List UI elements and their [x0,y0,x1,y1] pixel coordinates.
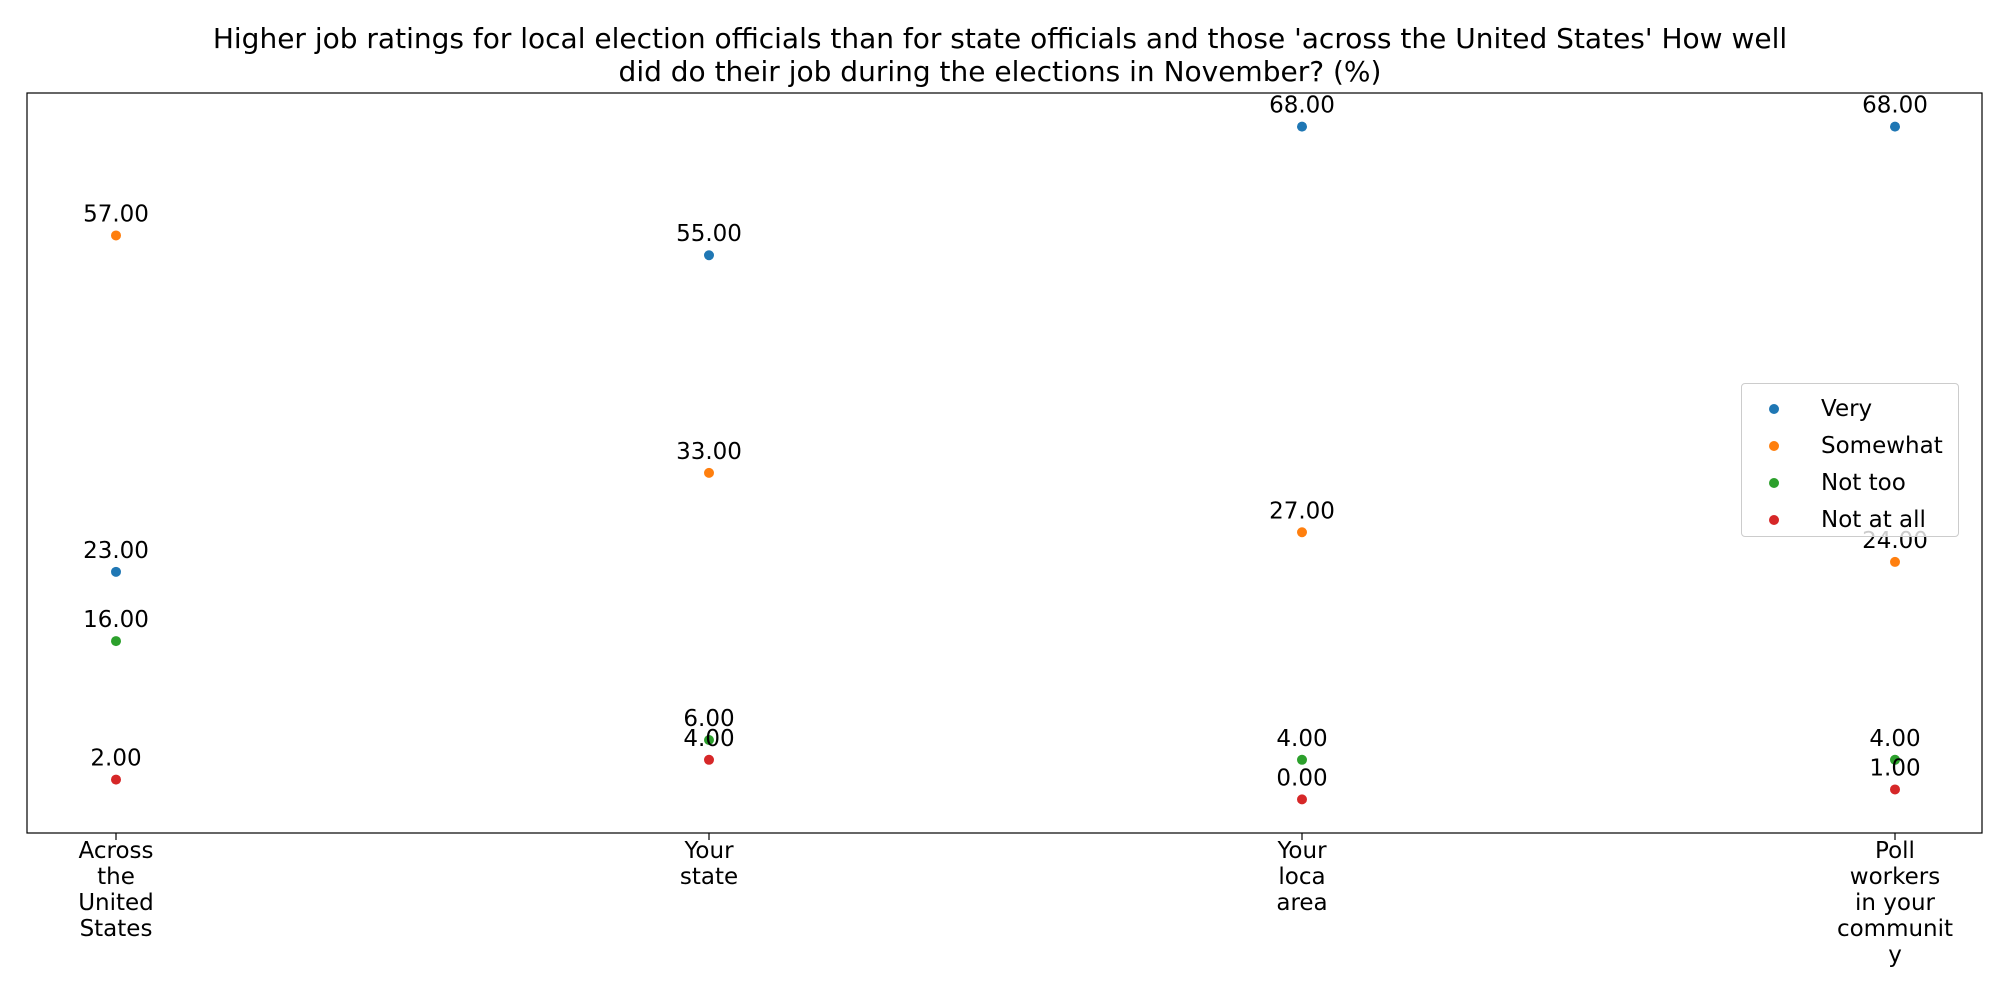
plot-frame [26,92,1983,834]
legend-label: Very [1821,396,1873,422]
data-label: 55.00 [676,221,742,247]
data-point [1890,754,1900,765]
data-label: 2.00 [90,746,141,772]
data-label: 57.00 [83,201,149,227]
legend-item-not-too: Not too [1742,468,1958,498]
data-label: 4.00 [1869,726,1920,752]
legend-marker [1769,478,1779,488]
legend-marker [1769,515,1779,525]
x-tick-label: Poll workers in your communit y [1836,838,1954,968]
legend-item-somewhat: Somewhat [1742,431,1958,461]
data-point [1297,794,1307,805]
data-point [1890,556,1900,567]
x-tick-label: Your state [679,838,739,890]
x-tick-label: Across the United States [78,838,154,942]
data-label: 0.00 [1276,765,1327,791]
data-points [111,121,1900,805]
legend-item-not-at-all: Not at all [1742,505,1958,535]
data-label: 4.00 [683,726,734,752]
data-label: 27.00 [1269,498,1335,524]
data-label: 33.00 [676,439,742,465]
data-label: 23.00 [83,538,149,564]
data-point [1297,754,1307,765]
data-point [704,754,714,765]
data-label: 6.00 [683,706,734,732]
legend-label: Not too [1821,470,1906,496]
data-point [704,467,714,478]
data-label: 68.00 [1269,93,1335,119]
data-point [1890,784,1900,795]
data-label: 68.00 [1862,93,1928,119]
data-point [111,566,121,577]
data-point [704,735,714,746]
data-label: 1.00 [1869,755,1920,781]
legend-label: Not at all [1821,507,1926,533]
legend-label: Somewhat [1821,433,1943,459]
data-label: 16.00 [83,607,149,633]
legend-marker [1769,404,1779,414]
data-label: 4.00 [1276,726,1327,752]
legend: Very Somewhat Not too Not at all [1741,383,1959,537]
data-point [1890,121,1900,132]
x-tick-label: Your loca area [1276,838,1328,916]
x-ticks [115,833,1896,840]
chart-title: Higher job ratings for local election of… [212,22,1788,88]
data-point [704,250,714,261]
legend-item-very: Very [1742,394,1958,424]
data-point [1297,121,1307,132]
legend-marker [1769,441,1779,451]
data-point [1297,527,1307,538]
data-point [111,636,121,647]
data-point [111,230,121,241]
data-point [111,774,121,785]
